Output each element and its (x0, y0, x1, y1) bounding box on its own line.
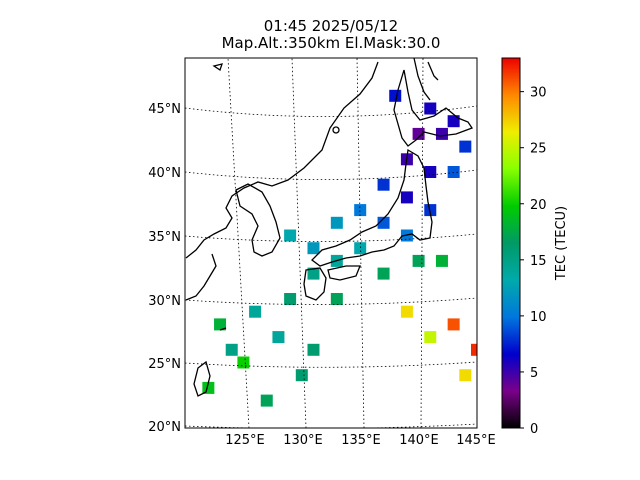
colorbar-label: TEC (TECU) (554, 206, 569, 281)
tec-cell (447, 115, 460, 128)
tec-cell (330, 293, 343, 305)
lon-tick-label: 130°E (283, 433, 323, 448)
tec-cell (330, 216, 343, 229)
lat-tick-label: 45°N (148, 102, 181, 117)
tec-cell (249, 305, 262, 318)
colorbar (501, 57, 521, 429)
tec-cell (284, 293, 297, 305)
tec-cell (389, 89, 402, 102)
lat-tick-label: 30°N (148, 294, 181, 309)
lat-tick-label: 25°N (148, 357, 181, 372)
lon-tick-label: 140°E (399, 433, 439, 448)
tec-cells (202, 89, 477, 407)
tec-cell (471, 343, 477, 356)
tec-cell (354, 242, 367, 255)
tec-cell (284, 229, 297, 242)
tec-cell (424, 166, 437, 178)
tec-cell (400, 191, 413, 204)
lat-tick-label: 40°N (148, 166, 181, 181)
map-title-line-2: Map.Alt.:350km El.Mask:30.0 (221, 34, 441, 52)
lon-tick-label: 145°E (456, 433, 496, 448)
tec-cell (307, 242, 320, 255)
map-title-line-1: 01:45 2025/05/12 (263, 17, 399, 35)
colorbar-tick-label: 20 (530, 198, 547, 213)
tec-cell (377, 178, 390, 191)
tec-cell (435, 254, 448, 267)
colorbar-tick-label: 15 (530, 254, 547, 269)
tec-cell (202, 381, 215, 394)
tec-cell (307, 267, 320, 280)
colorbar-ticks: 0 5 10 15 20 25 30 (520, 86, 547, 437)
tec-cell (412, 127, 425, 140)
tec-cell (295, 369, 308, 382)
colorbar-tick-label: 0 (530, 422, 538, 437)
tec-cell (354, 204, 367, 217)
tec-cell (459, 369, 472, 382)
map-frame (184, 57, 478, 429)
longitude-gridlines (227, 58, 477, 428)
lat-tick-label: 35°N (148, 230, 181, 245)
tec-cell (447, 166, 460, 178)
lon-tick-label: 125°E (225, 433, 265, 448)
coastlines (185, 58, 473, 397)
colorbar-tick-label: 25 (530, 142, 547, 157)
lon-tick-label: 135°E (341, 433, 381, 448)
tec-cell (459, 140, 472, 153)
tec-cell (435, 127, 448, 140)
latitude-tick-labels: 20°N 25°N 30°N 35°N 40°N 45°N (148, 102, 181, 435)
tec-cell (272, 331, 285, 344)
lat-tick-label: 20°N (148, 420, 181, 435)
tec-cell (377, 267, 390, 280)
tec-cell (307, 343, 320, 356)
colorbar-tick-label: 10 (530, 310, 547, 325)
longitude-tick-labels: 125°E 130°E 135°E 140°E 145°E (225, 433, 496, 448)
tec-cell (447, 318, 460, 331)
colorbar-tick-label: 5 (530, 366, 538, 381)
tec-cell (400, 305, 413, 318)
tec-cell (377, 216, 390, 229)
tec-cell (424, 331, 437, 344)
tec-cell (225, 343, 238, 356)
tec-cell (424, 102, 437, 115)
colorbar-tick-label: 30 (530, 86, 547, 101)
tec-cell (412, 254, 425, 267)
tec-cell (214, 318, 227, 331)
tec-cell (260, 394, 273, 407)
tec-cell (237, 356, 250, 369)
map-axes (185, 58, 477, 428)
